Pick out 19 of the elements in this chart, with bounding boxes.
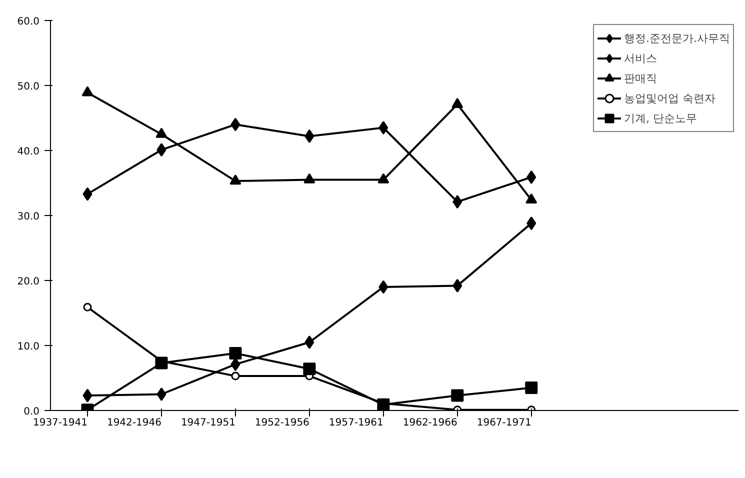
legend-label: 서비스 [624,50,657,66]
legend-label: 행정.준전문가.사무직 [624,30,730,46]
y-tick-label: 0.0 [24,406,40,418]
x-tick-label: 1962-1966 [402,418,458,428]
x-tick-label: 1937-1941 [32,418,88,428]
y-tick-label: 50.0 [17,82,40,92]
x-tick-label: 1942-1946 [106,418,162,428]
y-tick-label: 20.0 [17,276,40,288]
y-tick-label: 60.0 [17,16,40,28]
x-tick-label: 1957-1961 [328,418,384,428]
legend-label: 판매직 [624,70,657,86]
x-tick-label: 1967-1971 [476,418,532,428]
legend-label: 기계, 단순노무 [624,110,697,126]
x-tick-label: 1947-1951 [180,418,236,428]
y-tick-label: 40.0 [17,146,40,158]
y-tick-label: 30.0 [17,212,40,222]
x-tick-label: 1952-1956 [254,418,310,428]
y-tick-label: 10.0 [17,342,40,352]
legend-label: 농업및어업 숙련자 [624,90,716,106]
